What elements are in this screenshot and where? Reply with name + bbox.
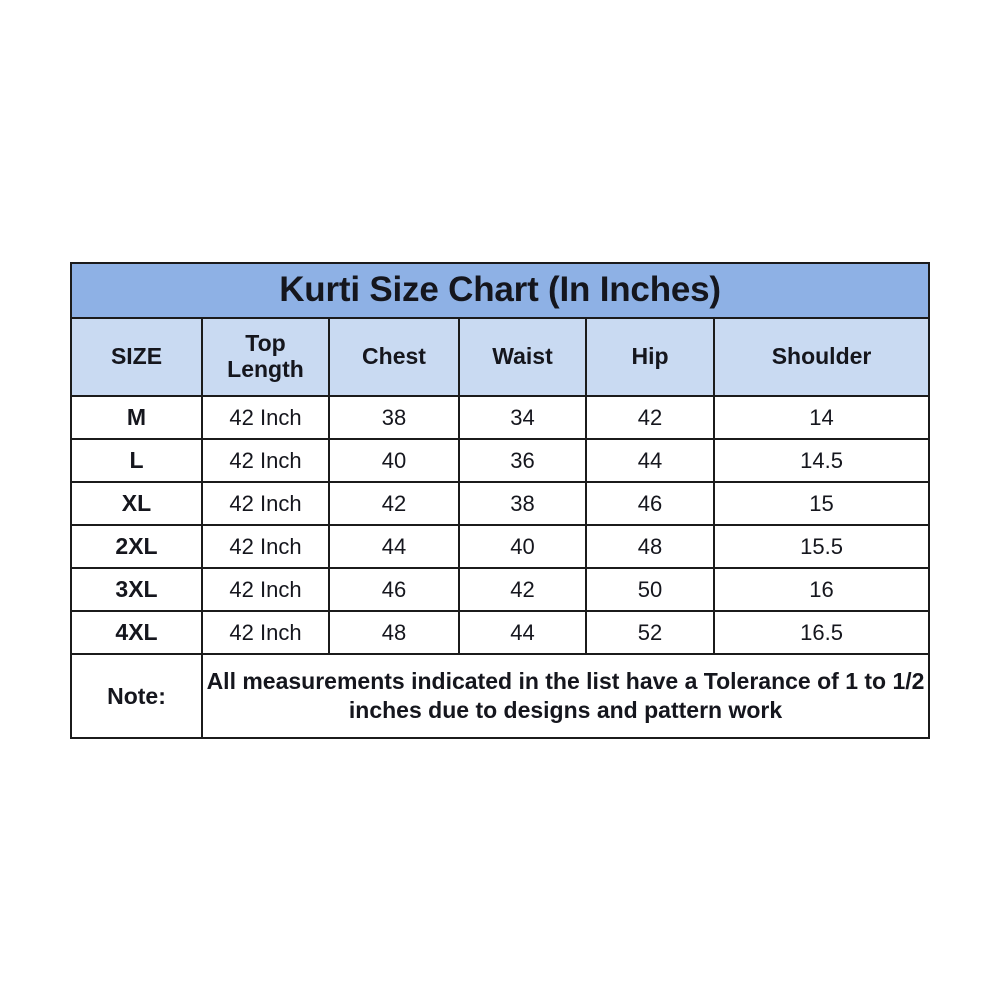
cell-top-length: 42 Inch bbox=[201, 481, 330, 526]
cell-chest: 48 bbox=[328, 610, 460, 655]
table-title-row: Kurti Size Chart (In Inches) bbox=[69, 262, 931, 319]
table-row: 3XL 42 Inch 46 42 50 16 bbox=[70, 567, 931, 612]
table-row: XL 42 Inch 42 38 46 15 bbox=[70, 481, 931, 526]
table-row: M 42 Inch 38 34 42 14 bbox=[70, 395, 931, 440]
cell-shoulder: 14.5 bbox=[712, 438, 931, 483]
cell-hip: 50 bbox=[585, 567, 715, 612]
cell-top-length: 42 Inch bbox=[201, 395, 330, 440]
cell-shoulder: 16 bbox=[712, 567, 931, 612]
cell-size: M bbox=[70, 395, 203, 440]
cell-waist: 36 bbox=[458, 438, 587, 483]
cell-top-length: 42 Inch bbox=[201, 610, 330, 655]
cell-hip: 42 bbox=[585, 395, 715, 440]
cell-top-length: 42 Inch bbox=[201, 524, 330, 569]
cell-waist: 34 bbox=[458, 395, 587, 440]
cell-top-length: 42 Inch bbox=[201, 438, 330, 483]
cell-shoulder: 15 bbox=[712, 481, 931, 526]
table-row: 2XL 42 Inch 44 40 48 15.5 bbox=[70, 524, 931, 569]
cell-shoulder: 16.5 bbox=[712, 610, 931, 655]
cell-chest: 46 bbox=[328, 567, 460, 612]
column-header-shoulder: Shoulder bbox=[712, 317, 931, 397]
column-header-size: SIZE bbox=[70, 317, 203, 397]
cell-size: L bbox=[70, 438, 203, 483]
table-row: 4XL 42 Inch 48 44 52 16.5 bbox=[70, 610, 931, 655]
table-header-row: SIZE Top Length Chest Waist Hip Shoulder bbox=[70, 317, 931, 397]
cell-shoulder: 15.5 bbox=[712, 524, 931, 569]
note-text: All measurements indicated in the list h… bbox=[200, 653, 931, 739]
cell-chest: 44 bbox=[328, 524, 460, 569]
note-label: Note: bbox=[70, 653, 203, 739]
table-row: L 42 Inch 40 36 44 14.5 bbox=[70, 438, 931, 483]
chart-title: Kurti Size Chart (In Inches) bbox=[69, 262, 931, 319]
cell-size: 3XL bbox=[70, 567, 203, 612]
cell-hip: 52 bbox=[585, 610, 715, 655]
cell-hip: 46 bbox=[585, 481, 715, 526]
cell-top-length: 42 Inch bbox=[201, 567, 330, 612]
cell-size: XL bbox=[70, 481, 203, 526]
cell-shoulder: 14 bbox=[712, 395, 931, 440]
cell-size: 2XL bbox=[70, 524, 203, 569]
table-note-row: Note: All measurements indicated in the … bbox=[70, 653, 931, 739]
column-header-waist: Waist bbox=[458, 317, 587, 397]
cell-chest: 42 bbox=[328, 481, 460, 526]
column-header-hip: Hip bbox=[585, 317, 715, 397]
cell-size: 4XL bbox=[70, 610, 203, 655]
column-header-chest: Chest bbox=[328, 317, 460, 397]
cell-chest: 40 bbox=[328, 438, 460, 483]
cell-hip: 44 bbox=[585, 438, 715, 483]
column-header-top-length-line2: Length bbox=[227, 356, 304, 382]
cell-waist: 40 bbox=[458, 524, 587, 569]
cell-waist: 44 bbox=[458, 610, 587, 655]
column-header-top-length: Top Length bbox=[201, 317, 330, 397]
cell-chest: 38 bbox=[328, 395, 460, 440]
column-header-top-length-line1: Top bbox=[245, 330, 286, 357]
cell-waist: 38 bbox=[458, 481, 587, 526]
cell-waist: 42 bbox=[458, 567, 587, 612]
cell-hip: 48 bbox=[585, 524, 715, 569]
size-chart-table: Kurti Size Chart (In Inches) SIZE Top Le… bbox=[69, 262, 931, 739]
